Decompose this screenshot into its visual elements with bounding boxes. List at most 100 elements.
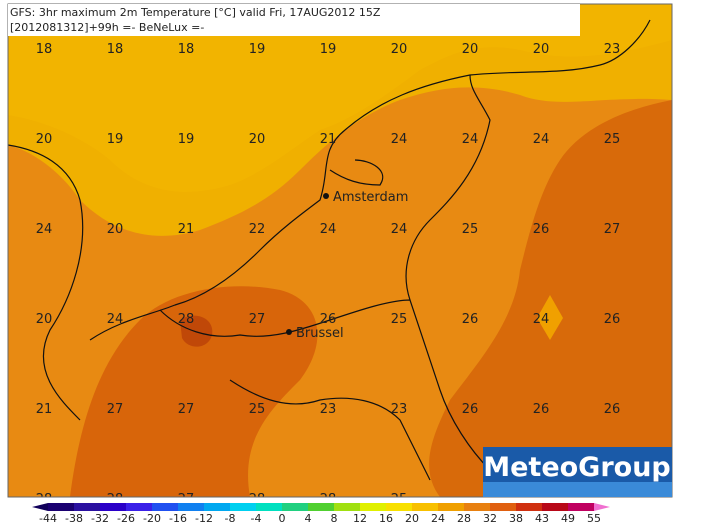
- colorbar-segment: [48, 503, 75, 511]
- grid-value: 27: [604, 222, 621, 237]
- grid-value: 20: [36, 132, 53, 147]
- colorbar-label: 24: [431, 512, 445, 525]
- colorbar-segment: [204, 503, 231, 511]
- colorbar-label: 8: [331, 512, 338, 525]
- colorbar-segment: [308, 503, 335, 511]
- grid-value: 24: [391, 222, 408, 237]
- city-label: Amsterdam: [333, 190, 408, 205]
- grid-value: 18: [178, 42, 195, 57]
- colorbar-segment: [516, 503, 543, 511]
- colorbar-label: 43: [535, 512, 549, 525]
- grid-value: 26: [604, 312, 621, 327]
- grid-value: 25: [604, 132, 621, 147]
- city-dot: [323, 193, 329, 199]
- shade-hot: [180, 315, 213, 347]
- colorbar-label: -20: [143, 512, 161, 525]
- colorbar-label: 0: [279, 512, 286, 525]
- colorbar-segment: [126, 503, 153, 511]
- grid-value: 26: [462, 402, 479, 417]
- colorbar-label: 4: [305, 512, 312, 525]
- grid-value: 19: [320, 42, 337, 57]
- colorbar-segment: [334, 503, 361, 511]
- colorbar-segment: [412, 503, 439, 511]
- coast-uk: [8, 144, 84, 421]
- city-dot: [286, 329, 292, 335]
- colorbar-segment: [230, 503, 257, 511]
- grid-value: 19: [178, 132, 195, 147]
- colorbar-segment: [568, 503, 595, 511]
- grid-value: 26: [320, 312, 337, 327]
- grid-value: 19: [107, 132, 124, 147]
- ijsselmeer: [329, 159, 384, 186]
- grid-value: 23: [391, 402, 408, 417]
- colorbar-label: 38: [509, 512, 523, 525]
- grid-value: 27: [249, 312, 266, 327]
- grid-value: 26: [462, 312, 479, 327]
- colorbar-segment: [386, 503, 413, 511]
- colorbar-low: [32, 503, 48, 511]
- grid-value: 24: [533, 132, 550, 147]
- grid-value: 28: [178, 312, 195, 327]
- colorbar-high: [594, 503, 610, 511]
- colorbar-segment: [100, 503, 127, 511]
- grid-value: 19: [249, 42, 266, 57]
- grid-value: 20: [533, 42, 550, 57]
- border-south: [159, 299, 491, 471]
- border-east: [405, 74, 491, 301]
- colorbar-segment: [152, 503, 179, 511]
- colorbar-label: 20: [405, 512, 419, 525]
- logo-band: [483, 482, 672, 497]
- colorbar-label: -4: [251, 512, 262, 525]
- border-lux: [229, 379, 431, 481]
- colorbar-segment: [256, 503, 283, 511]
- colorbar-label: -32: [91, 512, 109, 525]
- colorbar-label: 12: [353, 512, 367, 525]
- colorbar-label: -44: [39, 512, 57, 525]
- grid-value: 21: [178, 222, 195, 237]
- grid-value: 20: [107, 222, 124, 237]
- grid-value: 20: [36, 312, 53, 327]
- coastlines: [8, 19, 651, 481]
- grid-value: 23: [604, 42, 621, 57]
- grid-value: 28: [36, 492, 53, 507]
- grid-values: 18 18 18 19 19 20 20 20 23 20 19 19 20 21 24 24 24 25 24 20…: [36, 42, 621, 507]
- grid-value: 28: [320, 492, 337, 507]
- grid-value: 24: [107, 312, 124, 327]
- colorbar: -44 -38 -32 -26 -20 -16 -12 -8 -4 0 4 8 12 16 20 24 28 32…: [32, 503, 610, 525]
- colorbar-label: -8: [225, 512, 236, 525]
- colorbar-segment: [542, 503, 569, 511]
- grid-value: 25: [462, 222, 479, 237]
- colorbar-label: 32: [483, 512, 497, 525]
- grid-value: 24: [320, 222, 337, 237]
- grid-value: 24: [391, 132, 408, 147]
- colorbar-segment: [464, 503, 491, 511]
- grid-value: 28: [249, 492, 266, 507]
- grid-value: 27: [178, 492, 195, 507]
- colorbar-label: 49: [561, 512, 575, 525]
- grid-value: 24: [462, 132, 479, 147]
- grid-value: 24: [36, 222, 53, 237]
- colorbar-segment: [438, 503, 465, 511]
- map: 18 18 18 19 19 20 20 20 23 20 19 19 20 21 24 24 24 25 24 20…: [8, 4, 672, 507]
- grid-value: 27: [107, 402, 124, 417]
- colorbar-label: 55: [587, 512, 601, 525]
- grid-value: 26: [604, 402, 621, 417]
- header-line: GFS: 3hr maximum 2m Temperature [°C] val…: [10, 6, 381, 19]
- colorbar-segment: [490, 503, 517, 511]
- grid-value: 18: [107, 42, 124, 57]
- grid-value: 28: [107, 492, 124, 507]
- grid-value: 25: [391, 312, 408, 327]
- logo: MeteoGroup: [483, 452, 671, 483]
- shade-warm-west: [70, 286, 318, 497]
- grid-value: 26: [533, 402, 550, 417]
- colorbar-label: -16: [169, 512, 187, 525]
- colorbar-segment: [74, 503, 101, 511]
- header-box: [8, 4, 580, 36]
- colorbar-segment: [360, 503, 387, 511]
- colorbar-label: 28: [457, 512, 471, 525]
- grid-value: 18: [36, 42, 53, 57]
- shade-spot: [537, 295, 563, 340]
- grid-value: 20: [391, 42, 408, 57]
- coast-continent: [89, 19, 651, 341]
